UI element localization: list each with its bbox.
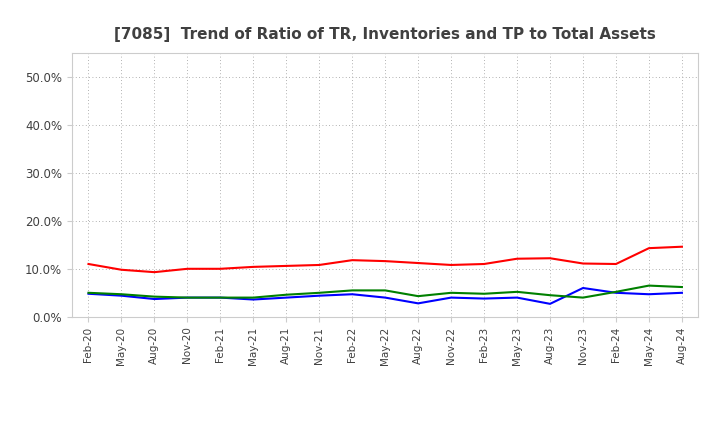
Inventories	[315, 293, 323, 298]
Trade Payables	[282, 292, 291, 297]
Line: Trade Receivables: Trade Receivables	[89, 247, 682, 272]
Trade Receivables	[315, 262, 323, 268]
Trade Payables	[579, 295, 588, 300]
Trade Receivables	[546, 256, 554, 261]
Trade Receivables	[480, 261, 488, 267]
Inventories	[117, 293, 126, 298]
Trade Receivables	[183, 266, 192, 271]
Trade Receivables	[348, 257, 356, 263]
Line: Trade Payables: Trade Payables	[89, 286, 682, 297]
Trade Payables	[84, 290, 93, 295]
Trade Payables	[183, 295, 192, 300]
Inventories	[678, 290, 686, 295]
Trade Payables	[678, 284, 686, 290]
Trade Payables	[249, 295, 258, 300]
Title: [7085]  Trend of Ratio of TR, Inventories and TP to Total Assets: [7085] Trend of Ratio of TR, Inventories…	[114, 27, 656, 42]
Inventories	[183, 295, 192, 300]
Trade Receivables	[678, 244, 686, 249]
Trade Payables	[612, 289, 621, 294]
Trade Receivables	[644, 246, 653, 251]
Trade Payables	[546, 293, 554, 298]
Inventories	[644, 292, 653, 297]
Trade Payables	[216, 295, 225, 300]
Trade Receivables	[282, 263, 291, 268]
Inventories	[216, 295, 225, 300]
Inventories	[381, 295, 390, 300]
Inventories	[612, 290, 621, 295]
Trade Receivables	[84, 261, 93, 267]
Inventories	[447, 295, 456, 300]
Trade Receivables	[447, 262, 456, 268]
Trade Receivables	[150, 270, 158, 275]
Trade Receivables	[414, 260, 423, 266]
Trade Payables	[414, 293, 423, 299]
Trade Payables	[447, 290, 456, 295]
Inventories	[348, 292, 356, 297]
Inventories	[579, 286, 588, 291]
Trade Receivables	[612, 261, 621, 267]
Inventories	[546, 301, 554, 307]
Inventories	[480, 296, 488, 301]
Trade Receivables	[216, 266, 225, 271]
Trade Payables	[150, 294, 158, 299]
Trade Payables	[348, 288, 356, 293]
Trade Payables	[513, 289, 521, 294]
Inventories	[414, 301, 423, 306]
Trade Payables	[117, 292, 126, 297]
Trade Payables	[644, 283, 653, 288]
Inventories	[249, 297, 258, 302]
Trade Receivables	[381, 258, 390, 264]
Inventories	[84, 291, 93, 297]
Line: Inventories: Inventories	[89, 288, 682, 304]
Trade Receivables	[579, 261, 588, 266]
Trade Receivables	[117, 267, 126, 272]
Inventories	[513, 295, 521, 300]
Trade Payables	[381, 288, 390, 293]
Trade Payables	[315, 290, 323, 295]
Inventories	[282, 295, 291, 300]
Trade Receivables	[249, 264, 258, 270]
Inventories	[150, 297, 158, 302]
Trade Receivables	[513, 256, 521, 261]
Trade Payables	[480, 291, 488, 297]
